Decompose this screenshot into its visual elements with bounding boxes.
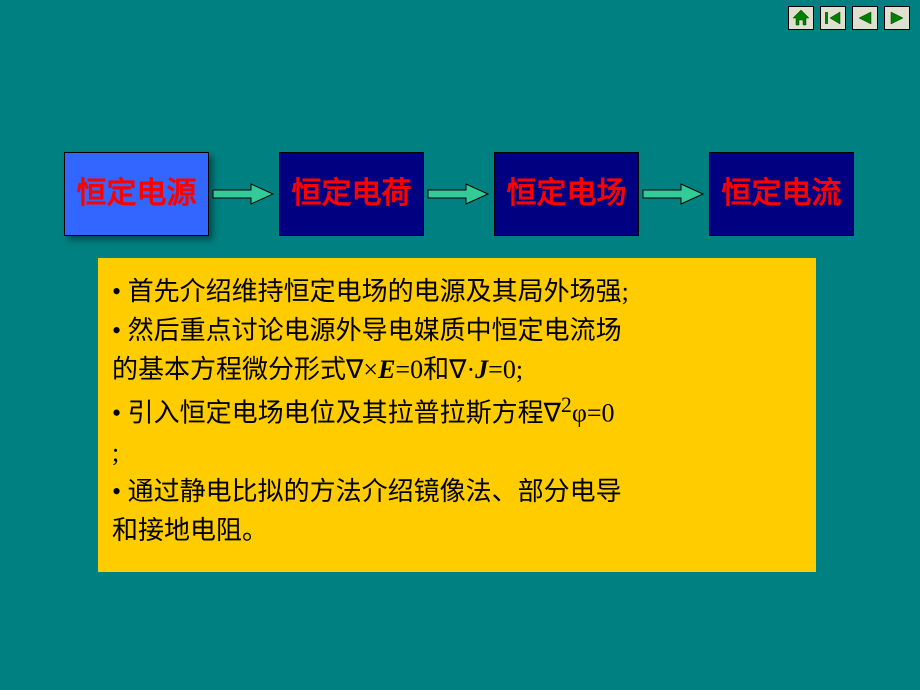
- math-var: E: [378, 355, 395, 384]
- arrow-icon: [426, 181, 492, 207]
- content-line: • 首先介绍维持恒定电场的电源及其局外场强;: [112, 272, 802, 311]
- flow-box-label: 恒定电源: [77, 175, 197, 213]
- arrow-icon: [211, 181, 277, 207]
- flow-arrow: [209, 181, 279, 207]
- text-fragment: ;: [112, 438, 119, 467]
- text-fragment: =0和: [395, 355, 449, 384]
- content-line: • 引入恒定电场电位及其拉普拉斯方程∇2φ=0: [112, 389, 802, 433]
- flow-box-label: 恒定电场: [507, 175, 627, 213]
- math-sup: 2: [561, 393, 572, 417]
- nav-button-group: [788, 6, 910, 30]
- flow-box-current: 恒定电流: [709, 152, 854, 236]
- home-icon: [792, 10, 810, 26]
- home-button[interactable]: [788, 6, 814, 30]
- bullet-text: • 引入恒定电场电位及其拉普拉斯方程: [112, 399, 544, 428]
- bullet-text: • 通过静电比拟的方法介绍镜像法、部分电导: [112, 477, 622, 506]
- flow-box-charge: 恒定电荷: [279, 152, 424, 236]
- content-line: 和接地电阻。: [112, 511, 802, 550]
- content-line: 的基本方程微分形式∇×E=0和∇·J=0;: [112, 350, 802, 389]
- math-operator: ∇: [544, 399, 561, 428]
- prev-section-icon: [824, 11, 842, 25]
- bullet-text: • 然后重点讨论电源外导电媒质中恒定电流场: [112, 316, 622, 345]
- content-line: • 然后重点讨论电源外导电媒质中恒定电流场: [112, 311, 802, 350]
- arrow-icon: [641, 181, 707, 207]
- math-operator: ∇·: [449, 355, 475, 384]
- bullet-text: • 首先介绍维持恒定电场的电源及其局外场强;: [112, 277, 629, 306]
- math-var: φ: [572, 399, 587, 428]
- math-var: J: [475, 355, 488, 384]
- flow-arrow: [424, 181, 494, 207]
- prev-icon: [856, 11, 874, 25]
- text-fragment: =0;: [488, 355, 523, 384]
- prev-button[interactable]: [852, 6, 878, 30]
- flow-diagram: 恒定电源 恒定电荷 恒定电场 恒定电流: [64, 152, 854, 236]
- math-operator: ∇×: [346, 355, 378, 384]
- flow-box-source: 恒定电源: [64, 152, 209, 236]
- flow-arrow: [639, 181, 709, 207]
- next-button[interactable]: [884, 6, 910, 30]
- content-line: • 通过静电比拟的方法介绍镜像法、部分电导: [112, 472, 802, 511]
- text-fragment: 和接地电阻。: [112, 516, 268, 545]
- text-fragment: =0: [587, 399, 615, 428]
- text-fragment: 的基本方程微分形式: [112, 355, 346, 384]
- content-line: ;: [112, 433, 802, 472]
- prev-section-button[interactable]: [820, 6, 846, 30]
- flow-box-label: 恒定电荷: [292, 175, 412, 213]
- content-panel: • 首先介绍维持恒定电场的电源及其局外场强; • 然后重点讨论电源外导电媒质中恒…: [98, 258, 816, 572]
- next-icon: [888, 11, 906, 25]
- flow-box-label: 恒定电流: [722, 175, 842, 213]
- flow-box-field: 恒定电场: [494, 152, 639, 236]
